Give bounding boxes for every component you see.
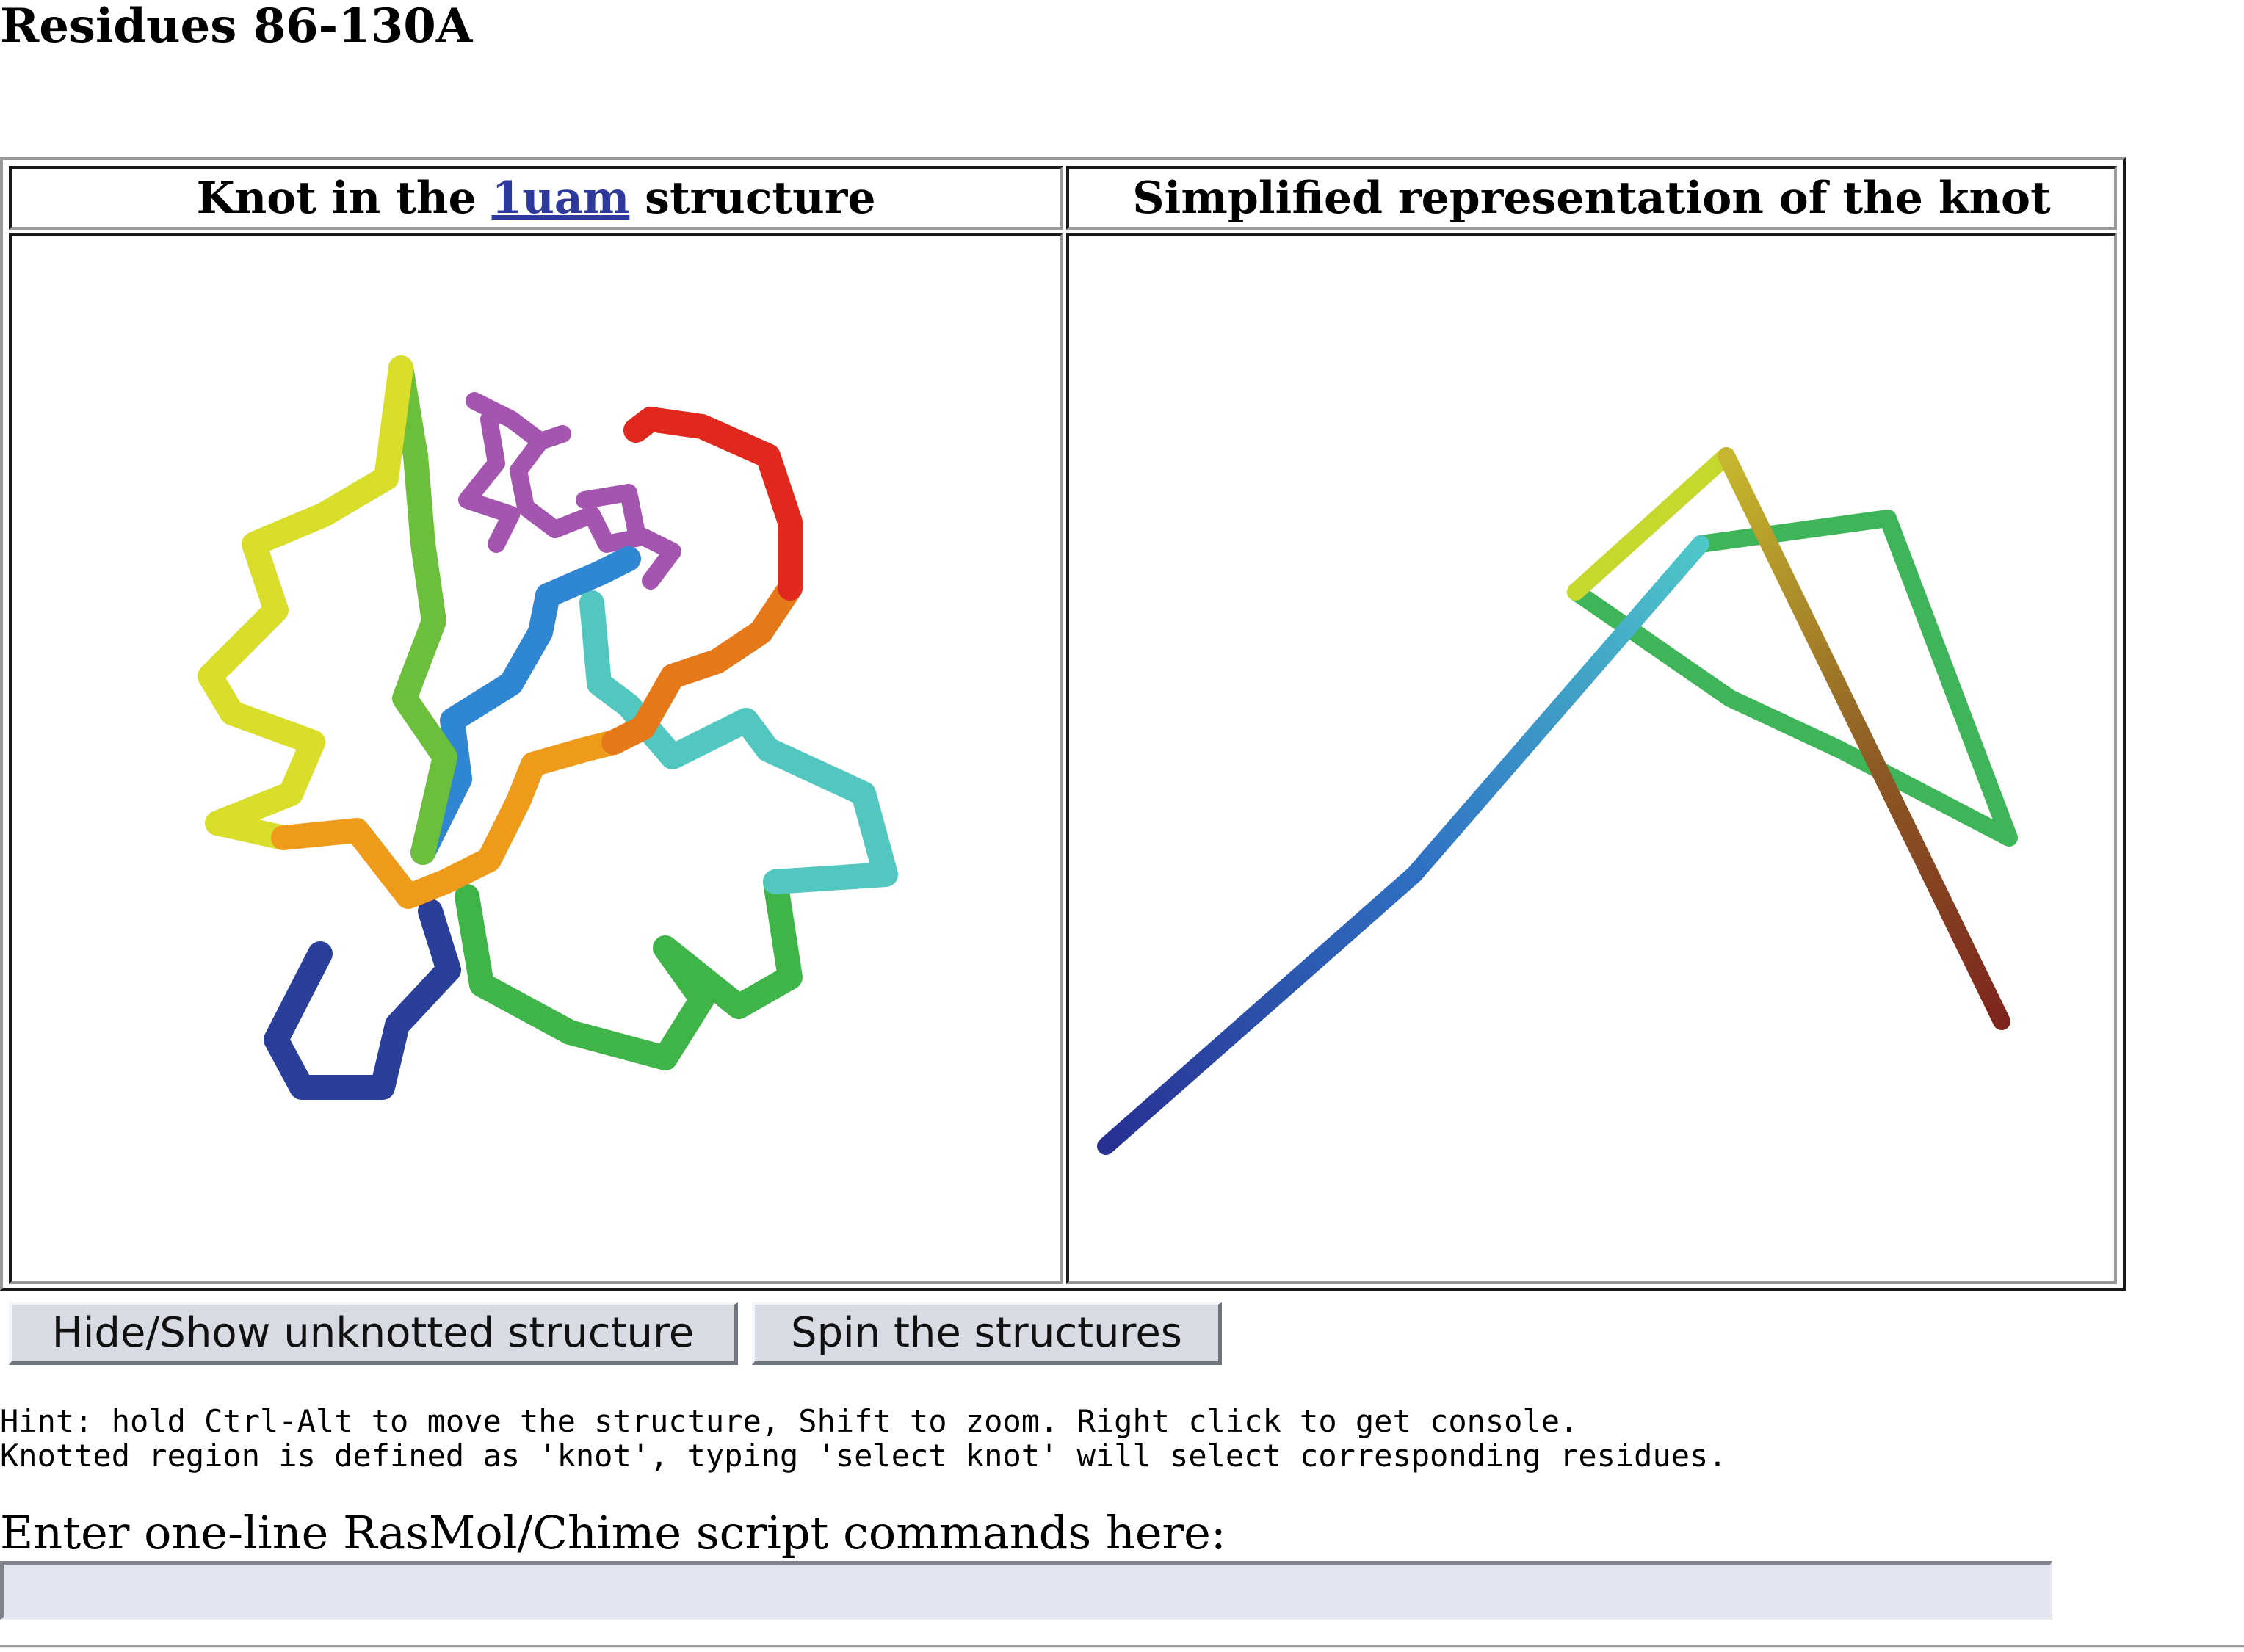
knot-diagram-render[interactable] [1069,236,2114,1281]
hint-line-1: Hint: hold Ctrl-Alt to move the structur… [0,1403,1579,1439]
viewer-table: Knot in the 1uam structure Simplified re… [0,157,2126,1291]
protein-backbone-render[interactable] [12,236,1060,1281]
chain-segment-green-upper [388,355,457,865]
hide-show-unknotted-button[interactable]: Hide/Show unknotted structure [9,1302,738,1365]
knot-diagram-viewer[interactable] [1066,233,2117,1284]
chain-segment-orange [271,730,626,909]
knot-segment-main [1097,535,1709,1155]
ligand-molecule [458,392,681,590]
spin-structures-button[interactable]: Spin the structures [752,1302,1222,1365]
protein-structure-viewer[interactable] [9,233,1063,1284]
chain-segment-green-lower [455,869,803,1070]
knot-segment-yellow [1567,447,1735,601]
chain-segment-cyan [579,590,898,894]
chain-segment-orange-dark [601,576,803,755]
hint-text: Hint: hold Ctrl-Alt to move the structur… [0,1404,1727,1473]
script-command-label: Enter one-line RasMol/Chime script comma… [0,1506,1226,1559]
script-command-input[interactable] [0,1561,2052,1620]
knot-segment-tail [1718,447,2010,1030]
horizontal-rule [0,1645,2244,1648]
chain-segment-red [623,407,803,601]
left-header-prefix: Knot in the [196,172,492,224]
right-header-title: Simplified representation of the knot [1132,172,2051,224]
pdb-1uam-link[interactable]: 1uam [491,172,630,224]
hint-line-2: Knotted region is defined as 'knot', typ… [0,1438,1727,1474]
chain-segment-blue-mid [410,546,641,865]
knot-segment-green [1567,510,2018,847]
chain-segment-blue [264,899,461,1100]
right-panel-header: Simplified representation of the knot [1066,166,2117,230]
left-header-suffix: structure [629,172,876,224]
page-title: Residues 86-130A [0,0,473,54]
left-panel-header: Knot in the 1uam structure [9,166,1063,230]
chain-segment-yellow [198,355,413,850]
